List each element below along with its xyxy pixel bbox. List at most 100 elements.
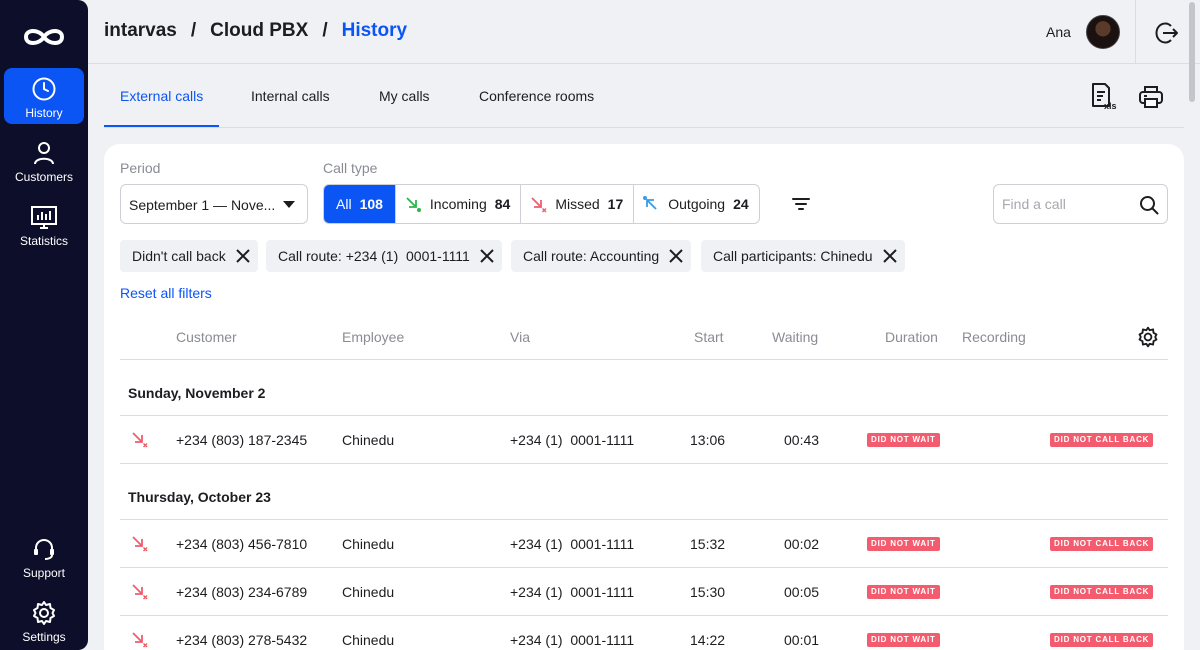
status-badge-did-not-wait: DID NOT WAIT: [867, 433, 940, 447]
cell-waiting: 00:05: [784, 584, 820, 600]
cell-customer[interactable]: +234 (803) 456-7810: [176, 536, 308, 552]
close-icon[interactable]: [667, 247, 685, 265]
close-icon[interactable]: [234, 247, 252, 265]
close-icon[interactable]: [881, 247, 899, 265]
tab-my-calls[interactable]: My calls: [379, 88, 430, 104]
date-group-header: Sunday, November 2: [120, 360, 1168, 416]
table-settings-gear-icon[interactable]: [1137, 326, 1159, 348]
column-recording[interactable]: Recording: [962, 329, 1026, 345]
breadcrumb-item-product[interactable]: Cloud PBX: [210, 20, 309, 41]
cell-start: 15:32: [690, 536, 726, 552]
call-type-incoming-count: 84: [494, 196, 511, 212]
date-group-header: Thursday, October 23: [120, 464, 1168, 520]
logout-icon[interactable]: [1154, 20, 1180, 46]
headset-icon: [34, 538, 54, 560]
status-badge-did-not-call-back: DID NOT CALL BACK: [1050, 537, 1154, 551]
cell-waiting: 00:43: [784, 432, 820, 448]
table-row[interactable]: +234 (803) 187-2345 Chinedu +234 (1) 000…: [120, 416, 1168, 464]
filter-icon[interactable]: [792, 196, 810, 212]
call-type-all[interactable]: All 108: [324, 185, 396, 223]
filter-chip-label: Call route: +234 (1) 0001-1111: [278, 248, 470, 264]
clock-icon: [32, 77, 56, 101]
table-row[interactable]: +234 (803) 278-5432 Chinedu +234 (1) 000…: [120, 616, 1168, 650]
cell-customer[interactable]: +234 (803) 187-2345: [176, 432, 308, 448]
call-type-incoming[interactable]: Incoming 84: [396, 185, 522, 223]
gear-icon: [33, 601, 55, 625]
column-via[interactable]: Via: [510, 329, 530, 345]
filter-chip-label: Call route: Accounting: [523, 248, 660, 264]
search-input[interactable]: [994, 185, 1124, 223]
cell-customer[interactable]: +234 (803) 278-5432: [176, 632, 308, 648]
status-badge-did-not-wait: DID NOT WAIT: [867, 537, 940, 551]
tab-external-calls[interactable]: External calls: [120, 88, 204, 104]
call-type-outgoing[interactable]: Outgoing 24: [634, 185, 758, 223]
avatar[interactable]: [1086, 15, 1120, 49]
close-icon[interactable]: [478, 247, 496, 265]
tab-conference-rooms[interactable]: Conference rooms: [479, 88, 595, 104]
print-icon[interactable]: [1138, 84, 1164, 110]
person-icon: [34, 142, 54, 165]
table-row[interactable]: +234 (803) 456-7810 Chinedu +234 (1) 000…: [120, 520, 1168, 568]
cell-waiting: 00:02: [784, 536, 820, 552]
search-icon[interactable]: [1139, 195, 1159, 215]
filter-chip: Didn't call back: [120, 240, 258, 272]
call-type-missed[interactable]: Missed 17: [521, 185, 635, 223]
cell-via: +234 (1) 0001-1111: [510, 432, 635, 448]
period-select[interactable]: September 1 — Nove...: [120, 184, 308, 224]
cell-employee: Chinedu: [342, 432, 395, 448]
status-badge-did-not-call-back: DID NOT CALL BACK: [1050, 633, 1154, 647]
user-name[interactable]: Ana: [1046, 24, 1071, 40]
call-type-outgoing-count: 24: [733, 196, 749, 212]
call-type-incoming-label: Incoming: [429, 196, 487, 212]
missed-call-icon: [132, 432, 148, 448]
cell-employee: Chinedu: [342, 584, 395, 600]
header-divider: [1135, 0, 1136, 64]
caret-down-icon: [283, 201, 295, 208]
reset-filters-link[interactable]: Reset all filters: [120, 285, 212, 301]
sidebar-item-statistics[interactable]: Statistics: [4, 196, 84, 252]
sidebar-item-label: History: [25, 106, 63, 120]
page-scrollbar[interactable]: [1189, 2, 1195, 102]
column-customer[interactable]: Customer: [176, 329, 237, 345]
svg-text:xls: xls: [1104, 101, 1117, 110]
filter-chip: Call route: +234 (1) 0001-1111: [266, 240, 502, 272]
sidebar-item-label: Customers: [14, 170, 73, 184]
sidebar-item-support[interactable]: Support: [4, 528, 84, 584]
sidebar-item-customers[interactable]: Customers: [4, 132, 84, 188]
date-group-label: Thursday, October 23: [128, 489, 271, 505]
cell-start: 14:22: [690, 632, 726, 648]
column-duration[interactable]: Duration: [885, 329, 938, 345]
tab-internal-calls[interactable]: Internal calls: [251, 88, 330, 104]
cell-employee: Chinedu: [342, 536, 395, 552]
infinity-logo-icon[interactable]: [22, 24, 66, 50]
status-badge-did-not-wait: DID NOT WAIT: [867, 585, 940, 599]
breadcrumb-separator: /: [190, 20, 197, 41]
cell-customer[interactable]: +234 (803) 234-6789: [176, 584, 308, 600]
sidebar-item-label: Statistics: [19, 234, 68, 248]
missed-call-icon: [132, 632, 148, 648]
column-employee[interactable]: Employee: [342, 329, 405, 345]
column-start[interactable]: Start: [694, 329, 724, 345]
table-row[interactable]: +234 (803) 234-6789 Chinedu +234 (1) 000…: [120, 568, 1168, 616]
search-box: [993, 184, 1168, 224]
missed-call-icon: [132, 536, 148, 552]
cell-employee: Chinedu: [342, 632, 395, 648]
column-waiting[interactable]: Waiting: [772, 329, 819, 345]
outgoing-call-icon: [643, 196, 657, 210]
breadcrumb-item-org[interactable]: intarvas: [104, 20, 177, 41]
sidebar-item-label: Settings: [22, 630, 66, 644]
sidebar-item-history[interactable]: History: [4, 68, 84, 124]
call-type-missed-count: 17: [607, 196, 624, 212]
filter-chip: Call participants: Chinedu: [701, 240, 905, 272]
export-xls-icon[interactable]: xls: [1090, 82, 1118, 110]
cell-via: +234 (1) 0001-1111: [510, 632, 635, 648]
call-type-segmented-control: All 108 Incoming 84 Missed 17 Outgoing 2…: [323, 184, 760, 224]
filter-chip-label: Didn't call back: [132, 248, 226, 264]
cell-waiting: 00:01: [784, 632, 820, 648]
sidebar: History Customers Statistics Support Set…: [0, 0, 88, 650]
breadcrumb-item-current: History: [341, 20, 408, 41]
call-type-label: Call type: [323, 160, 378, 176]
sidebar-item-settings[interactable]: Settings: [4, 592, 84, 648]
cell-via: +234 (1) 0001-1111: [510, 584, 635, 600]
top-header: intarvas / Cloud PBX / History Ana: [88, 0, 1200, 64]
